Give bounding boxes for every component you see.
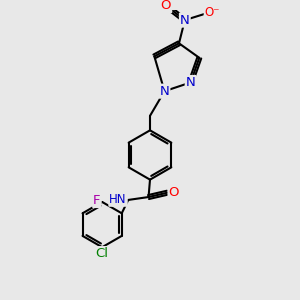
Text: F: F [93, 194, 101, 207]
Text: HN: HN [109, 193, 127, 206]
Text: O: O [161, 0, 171, 12]
Text: Cl: Cl [96, 247, 109, 260]
Text: O⁻: O⁻ [205, 6, 220, 20]
Text: N: N [186, 76, 196, 89]
Text: N: N [180, 14, 190, 27]
Text: O: O [169, 186, 179, 199]
Text: N: N [160, 85, 170, 98]
